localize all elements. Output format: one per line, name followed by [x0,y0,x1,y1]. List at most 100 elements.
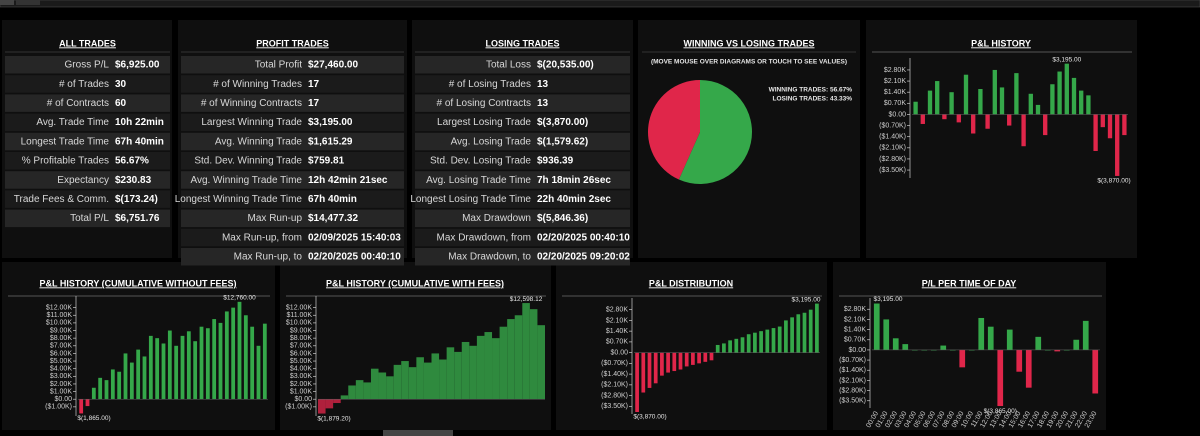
bar [913,101,918,115]
row-label: Gross P/L [65,60,110,71]
y-tick-label: $2.10K [844,316,867,323]
tab[interactable] [0,0,14,5]
bar [978,89,983,115]
area-step [529,309,538,400]
table-row [181,56,404,74]
table-row [181,209,404,228]
bar [1079,90,1084,115]
bar [1073,339,1080,350]
bar [205,328,210,400]
row-label: Largest Losing Trade [437,117,531,128]
table-row [181,132,404,151]
area-step [355,380,364,400]
row-label: # of Contracts [47,98,109,109]
row-value: $(5,846.36) [537,213,588,224]
bar [653,352,658,384]
row-label: Avg. Trade Time [36,117,109,128]
row-label: % Profitable Trades [22,156,109,167]
y-tick-label: $0.00 [610,349,628,356]
row-value: 02/20/2025 09:20:02 [537,252,630,263]
bar [1021,114,1026,147]
row-label: Expectancy [57,175,109,186]
y-tick-label: $0.00 [888,111,906,118]
bar [920,114,925,124]
row-value: $3,195.00 [308,117,353,128]
table-row [5,152,170,170]
bar [1092,349,1099,394]
row-label: Largest Winning Trade [201,117,302,128]
y-tick-label: $8.00K [50,335,73,342]
y-tick-label: ($1.40K) [839,367,866,374]
scrollbar[interactable] [383,430,453,436]
row-value: 67h 40min [308,194,357,205]
y-tick-label: $9.00K [290,327,313,334]
table-row [415,113,630,132]
y-tick-label: $7.00K [50,343,73,350]
bar [1007,114,1012,126]
row-value: $936.39 [537,156,574,167]
y-tick-label: $5.00K [290,358,313,365]
y-tick-label: $1.00K [290,388,313,395]
bar [697,352,701,364]
row-label: Max Run-up [248,213,303,224]
bar [231,307,236,400]
table-row [415,190,630,208]
y-tick-label: ($0.70K) [839,357,866,364]
row-label: # of Losing Trades [449,79,531,90]
tab[interactable] [16,0,40,5]
bar [110,369,115,400]
y-tick-label: $8.00K [290,335,313,342]
bar [949,92,954,115]
table-row [181,75,404,93]
area-step [370,368,379,400]
bar [1025,349,1032,388]
chart-title: P/L PER TIME OF DAY [922,278,1017,288]
bar [802,312,807,353]
table-row [415,209,630,228]
annotation: $12,598.12 [510,296,543,303]
bar [193,341,198,400]
chart-title: WINNING VS LOSING TRADES [683,38,814,48]
table-row [181,228,404,247]
y-tick-label: $2.80K [884,67,907,74]
area-step [454,351,462,400]
bar [1122,114,1127,136]
table-title: LOSING TRADES [485,38,559,48]
chart-title: P&L HISTORY [971,38,1031,48]
bar [136,349,141,400]
bar [902,344,909,350]
y-tick-label: ($0.70K) [879,122,906,129]
bar [1043,114,1048,136]
row-label: # of Winning Trades [213,79,302,90]
bar [174,345,179,400]
annotation: $3,195.00 [1052,56,1081,63]
area-step [416,357,424,400]
y-tick-label: $1.00K [50,388,73,395]
table-row [181,171,404,189]
bar [746,334,751,353]
y-tick-label: ($2.10K) [601,382,628,389]
table-row [415,94,630,112]
bar [237,301,242,400]
table-row [181,94,404,112]
bar [985,114,990,129]
legend-label: LOSING TRADES: 43.33% [773,96,853,103]
bar [997,349,1004,407]
row-value: 12h 42min 21sec [308,175,388,186]
y-tick-label: ($1.40K) [879,134,906,141]
y-tick-label: $1.40K [844,326,867,333]
bar [992,69,997,115]
y-tick-label: $3.00K [50,373,73,380]
table-row [181,248,404,266]
y-tick-label: $2.80K [844,306,867,313]
annotation: $3,195.00 [874,296,903,303]
bar [715,344,720,353]
y-tick-label: $2.00K [50,381,73,388]
table-row [415,248,630,266]
y-tick-label: ($1.40K) [601,371,628,378]
table-row [415,56,630,74]
bar [722,343,726,353]
bar [892,338,899,350]
bar [104,380,109,400]
y-tick-label: $12.00K [46,304,72,311]
